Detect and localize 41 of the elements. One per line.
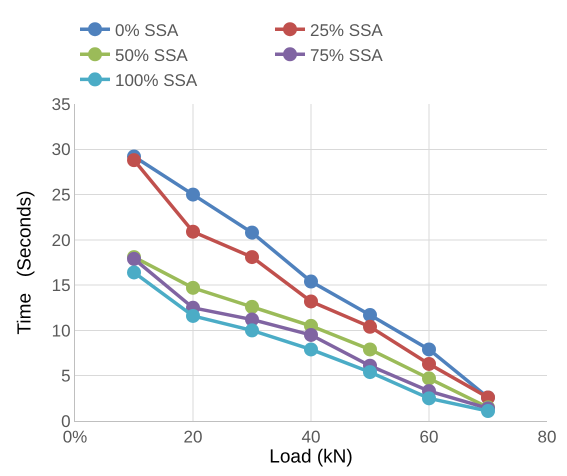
legend-label: 75% SSA [310, 46, 384, 65]
point [363, 320, 377, 334]
point [422, 342, 436, 356]
legend-label: 25% SSA [310, 20, 384, 40]
x-tick-label: 40 [302, 427, 320, 446]
y-tick-label: 20 [52, 230, 71, 250]
point [363, 365, 377, 380]
point [186, 224, 200, 239]
y-tick-label: 10 [52, 321, 71, 340]
point [245, 250, 259, 264]
legend-label: 50% SSA [115, 46, 188, 65]
y-axis-title: Time (Seconds) [14, 190, 36, 334]
y-tick-label: 35 [52, 94, 71, 114]
point [422, 391, 436, 406]
x-tick-label: 20 [184, 427, 202, 446]
y-tick-label: 25 [52, 186, 71, 205]
point [304, 328, 318, 342]
point [127, 265, 141, 280]
y-tick-label: 5 [61, 366, 71, 386]
point [363, 342, 377, 356]
point [186, 280, 200, 295]
x-tick-label: 60 [420, 427, 438, 446]
point [245, 300, 259, 314]
point [422, 371, 436, 386]
point [304, 294, 318, 308]
point [304, 342, 318, 356]
point [127, 153, 141, 168]
point [245, 323, 259, 338]
point [304, 274, 318, 289]
legend-label: 0% SSA [115, 20, 179, 40]
x-axis-title: Load (kN) [269, 446, 353, 468]
point [363, 308, 377, 322]
x-tick-label: 80 [538, 427, 556, 446]
point [186, 188, 200, 202]
point [245, 226, 259, 240]
point [481, 404, 495, 418]
point [186, 308, 200, 323]
y-tick-label: 15 [52, 276, 71, 296]
point [422, 356, 436, 371]
y-tick-label: 30 [52, 140, 71, 160]
legend-label: 100% SSA [115, 71, 198, 90]
